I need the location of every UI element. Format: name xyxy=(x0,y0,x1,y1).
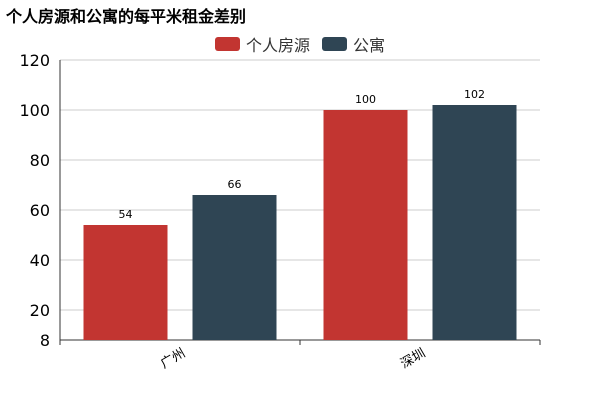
data-label: 102 xyxy=(464,88,485,101)
data-label: 66 xyxy=(228,178,242,191)
data-label: 54 xyxy=(119,208,133,221)
legend-item-personal[interactable]: 个人房源 xyxy=(214,32,310,56)
y-tick-label: 8 xyxy=(40,331,50,350)
y-tick-label: 120 xyxy=(19,51,50,70)
bar xyxy=(432,105,517,340)
legend-swatch-personal xyxy=(214,37,240,51)
y-tick-label: 100 xyxy=(19,101,50,120)
legend-label-apartment: 公寓 xyxy=(353,36,386,55)
x-category-label: 深圳 xyxy=(398,346,428,372)
y-tick-label: 80 xyxy=(30,151,50,170)
y-tick-label: 20 xyxy=(30,301,50,320)
chart-title: 个人房源和公寓的每平米租金差别 xyxy=(6,7,247,26)
x-category-label: 广州 xyxy=(158,346,188,372)
legend-swatch-apartment xyxy=(322,37,347,51)
legend-label-personal: 个人房源 xyxy=(245,36,310,55)
bar xyxy=(323,110,408,340)
y-tick-label: 60 xyxy=(30,201,50,220)
bar xyxy=(83,225,168,340)
legend-item-apartment[interactable]: 公寓 xyxy=(322,32,385,56)
data-label: 100 xyxy=(355,93,376,106)
y-tick-label: 40 xyxy=(30,251,50,270)
bar xyxy=(192,195,277,340)
legend: 个人房源 公寓 xyxy=(0,32,600,56)
